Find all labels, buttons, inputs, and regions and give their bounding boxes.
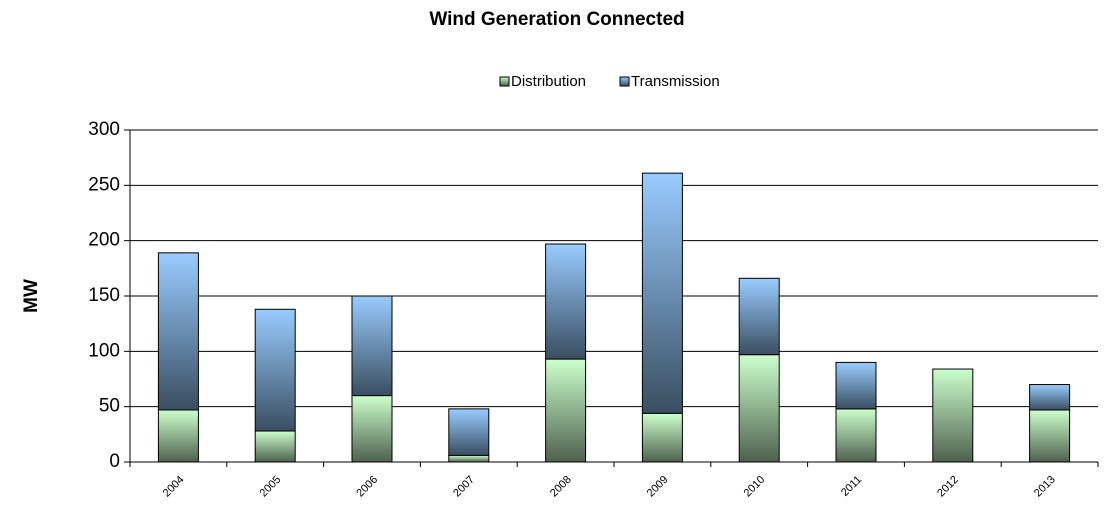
bar — [448, 408, 490, 456]
bar — [351, 295, 393, 397]
bar — [351, 395, 393, 463]
y-tick-label: 0 — [109, 451, 120, 472]
y-tick-label: 200 — [88, 230, 120, 251]
bar — [254, 308, 296, 432]
legend-swatch — [619, 76, 630, 87]
legend-swatch — [499, 76, 510, 87]
bar — [738, 277, 780, 356]
x-tick-label: 2007 — [451, 474, 477, 500]
y-tick-label: 50 — [99, 396, 120, 417]
bar — [157, 409, 199, 463]
legend-label: Distribution — [511, 73, 586, 90]
x-tick-label: 2006 — [354, 474, 380, 500]
bar — [1029, 409, 1071, 463]
bar — [641, 172, 683, 414]
x-tick-label: 2009 — [645, 474, 671, 500]
bar — [641, 412, 683, 463]
bar — [545, 243, 587, 360]
x-tick-label: 2004 — [161, 474, 187, 500]
y-axis-label: MW — [21, 279, 42, 313]
legend-label: Transmission — [631, 73, 720, 90]
x-tick-label: 2008 — [548, 474, 574, 500]
x-tick-label: 2010 — [742, 474, 768, 500]
y-tick-label: 100 — [88, 340, 120, 361]
bar — [835, 361, 877, 410]
x-tick-label: 2005 — [258, 474, 284, 500]
x-tick-label: 2011 — [839, 474, 864, 499]
y-tick-label: 300 — [88, 119, 120, 140]
x-tick-label: 2013 — [1032, 474, 1058, 500]
bar — [1029, 384, 1071, 411]
bar — [932, 368, 974, 463]
bar — [254, 430, 296, 463]
bar — [448, 454, 490, 463]
bar — [738, 354, 780, 463]
y-tick-label: 250 — [88, 174, 120, 195]
y-tick-label: 150 — [88, 285, 120, 306]
x-tick-label: 2012 — [935, 474, 961, 500]
bar — [545, 358, 587, 463]
bar — [157, 252, 199, 411]
bar — [835, 408, 877, 463]
chart-title: Wind Generation Connected — [429, 9, 684, 30]
